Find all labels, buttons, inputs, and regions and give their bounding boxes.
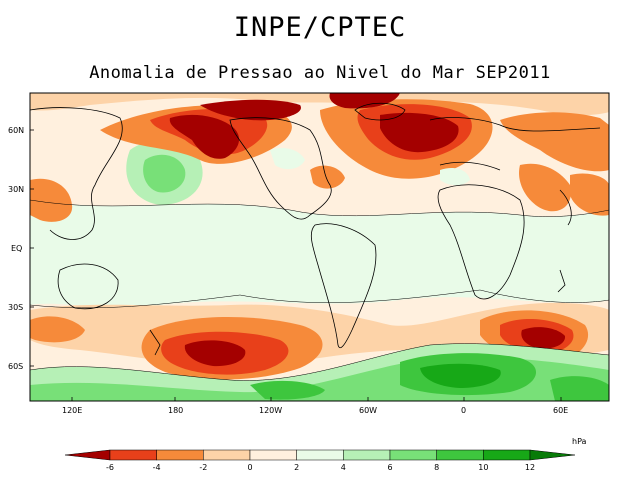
south-pacific-negative-core [184, 340, 246, 367]
map-plot-area [30, 93, 609, 401]
contour-lines [30, 199, 609, 381]
lon-label-180: 180 [168, 406, 183, 415]
lat-label-60n: 60N [8, 126, 24, 135]
colorbar-segment [483, 449, 531, 461]
colorbar-segment [203, 449, 251, 461]
colorbar-tick-label: 12 [525, 463, 535, 472]
north-pacific-positive-inner [143, 154, 186, 193]
colorbar-segment [436, 449, 484, 461]
lat-label-30n: 30N [8, 185, 24, 194]
east-asia-negative [30, 178, 73, 222]
arctic-negative-core [329, 93, 400, 109]
institution-title: INPE/CPTEC [233, 12, 407, 43]
map-frame [29, 92, 610, 402]
south-indian-negative-core [521, 327, 566, 349]
eurasia-coast [429, 117, 601, 171]
colorbar-tick-label: 0 [247, 463, 252, 472]
colorbar: hPa -6 -4 -2 0 2 4 6 8 10 12 [64, 437, 587, 472]
contour-zero-north [30, 199, 609, 217]
lon-label-0: 0 [461, 406, 466, 415]
madagascar-coast [557, 269, 566, 293]
map-title: Anomalia de Pressao ao Nivel do Mar SEP2… [89, 63, 551, 83]
amundsen-positive [250, 380, 325, 400]
india-negative [570, 173, 609, 216]
eastern-us-negative [310, 165, 345, 189]
north-america-coast [229, 117, 332, 220]
asia-east-coast [30, 107, 123, 240]
lon-label-120e: 120E [62, 406, 82, 415]
lat-label-30s: 30S [8, 303, 23, 312]
lon-label-120w: 120W [259, 406, 282, 415]
colorbar-segment [343, 449, 391, 461]
australia-coast [57, 263, 119, 310]
colorbar-segment [296, 449, 344, 461]
colorbar-segment [529, 449, 576, 461]
colorbar-tick-label: 6 [387, 463, 392, 472]
india-coast [559, 189, 572, 226]
north-america-positive [270, 148, 305, 170]
contour-antarctic [30, 343, 609, 381]
alaska-negative-core [200, 99, 301, 121]
colorbar-tick-label: 2 [294, 463, 299, 472]
middle-east-negative [519, 163, 571, 212]
colorbar-tick-label: 4 [341, 463, 346, 472]
coastlines [30, 102, 601, 356]
colorbar-unit: hPa [572, 437, 587, 446]
colorbar-tick-label: 10 [478, 463, 488, 472]
greenland-coast [354, 102, 406, 121]
antarctic-positive-core [420, 363, 501, 388]
west-pacific-patch [60, 222, 215, 286]
south-america-coast [310, 223, 377, 349]
new-zealand-coast [149, 329, 161, 356]
colorbar-segment [249, 449, 297, 461]
lat-label-eq: EQ [11, 244, 22, 253]
colorbar-segment [156, 449, 204, 461]
contour-zero-south [30, 289, 609, 309]
australia-south-negative [30, 316, 85, 343]
lat-label-60s: 60S [8, 362, 23, 371]
colorbar-tick-label: 8 [434, 463, 439, 472]
africa-coast [437, 184, 525, 300]
north-pacific-negative-core [169, 114, 240, 159]
colorbar-segment [109, 449, 157, 461]
colorbar-segment [389, 449, 437, 461]
colorbar-tick-label: -4 [153, 463, 161, 472]
latitude-axis: 60N 30N EQ 30S 60S [8, 126, 34, 371]
lon-label-60w: 60W [359, 406, 377, 415]
colorbar-segment [64, 449, 111, 461]
longitude-axis: 120E 180 120W 60W 0 60E [62, 397, 568, 415]
eurasia-negative [500, 112, 609, 172]
northern-negative-band-outer [30, 93, 609, 116]
colorbar-tick-label: -2 [199, 463, 207, 472]
colorbar-tick-label: -6 [106, 463, 114, 472]
north-atlantic-negative-core [380, 112, 459, 153]
lon-label-60e: 60E [553, 406, 568, 415]
east-antarctic-positive [550, 376, 609, 401]
europe-positive [440, 168, 470, 186]
